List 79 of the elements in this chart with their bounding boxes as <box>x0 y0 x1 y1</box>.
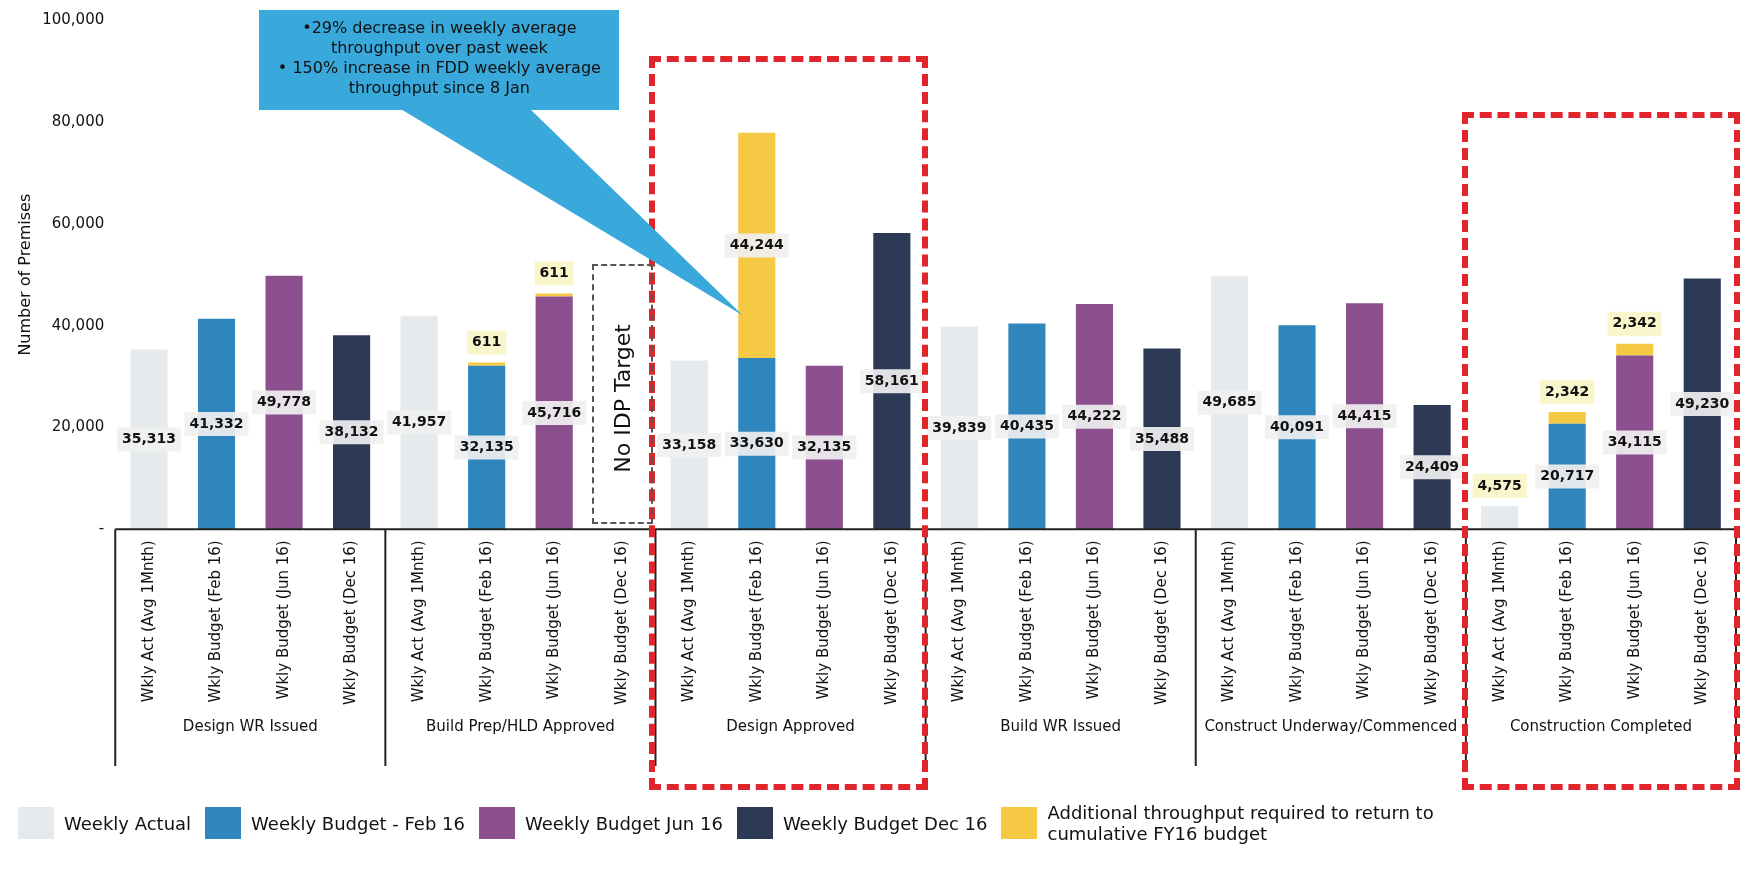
x-tick-label: Wkly Budget (Jun 16) <box>273 540 292 700</box>
y-tick-label: 80,000 <box>51 111 105 130</box>
y-tick-label: 40,000 <box>51 315 105 334</box>
x-tick-label: Wkly Act (Avg 1Mnth) <box>1219 540 1238 703</box>
x-tick-label: Wkly Act (Avg 1Mnth) <box>679 540 698 703</box>
data-label: 2,342 <box>1545 382 1590 399</box>
x-tick-label: Wkly Budget (Jun 16) <box>544 540 563 700</box>
data-label: 40,091 <box>1270 417 1325 434</box>
x-tick-label: Wkly Budget (Jun 16) <box>1624 540 1643 700</box>
dashed-outline: No IDP Target <box>591 264 654 525</box>
data-label: 35,313 <box>121 430 177 447</box>
y-tick-label: 20,000 <box>51 417 105 436</box>
y-tick-label: 100,000 <box>42 9 105 28</box>
data-label: 611 <box>472 333 502 350</box>
bar <box>1548 411 1586 424</box>
bar <box>535 293 573 297</box>
y-axis-title: Number of Premises <box>14 193 34 356</box>
y-tick-label: - <box>98 519 105 538</box>
data-label: 45,716 <box>527 403 582 420</box>
data-label: 40,435 <box>999 417 1054 434</box>
text: Design WR Issued <box>182 717 318 736</box>
data-label: 20,717 <box>1540 467 1595 484</box>
x-tick-label: Wkly Budget (Dec 16) <box>1422 540 1440 706</box>
x-tick-label: Wkly Budget (Jun 16) <box>814 540 833 700</box>
text: Construct Underway/Commenced <box>1204 717 1458 736</box>
data-label: 41,957 <box>392 413 447 430</box>
data-label: 2,342 <box>1612 314 1657 331</box>
x-tick-label: Wkly Budget (Feb 16) <box>206 540 225 703</box>
data-label: 49,230 <box>1675 394 1730 411</box>
x-tick-label: Wkly Act (Avg 1Mnth) <box>138 540 157 703</box>
data-label: 39,839 <box>932 418 987 435</box>
data-label: 33,158 <box>662 435 717 452</box>
data-label: 32,135 <box>797 438 852 455</box>
legend-label: Weekly Budget Jun 16 <box>524 812 723 834</box>
data-label: 33,630 <box>729 434 785 451</box>
data-label: 32,135 <box>459 438 514 455</box>
bar <box>468 362 506 366</box>
data-label: 44,222 <box>1067 407 1122 424</box>
x-tick-label: Wkly Act (Avg 1Mnth) <box>949 540 968 703</box>
x-tick-label: Wkly Budget (Dec 16) <box>341 540 360 706</box>
data-label: 34,115 <box>1607 433 1662 450</box>
text: Design Approved <box>726 717 855 736</box>
legend-label: Weekly Budget Dec 16 <box>782 812 988 834</box>
x-tick-label: Wkly Budget (Dec 16) <box>1692 540 1711 706</box>
data-label: 611 <box>539 264 569 281</box>
legend-label: Weekly Actual <box>64 812 192 834</box>
x-tick-label: Wkly Budget (Jun 16) <box>1354 540 1373 700</box>
x-tick-label: Wkly Budget (Feb 16) <box>476 540 495 703</box>
x-tick-label: Wkly Budget (Feb 16) <box>1557 540 1576 703</box>
data-label: 41,332 <box>189 414 244 431</box>
data-label: 44,415 <box>1337 406 1392 423</box>
data-label: 44,244 <box>729 236 785 253</box>
x-tick-label: Wkly Act (Avg 1Mnth) <box>409 540 428 703</box>
bar <box>1616 343 1654 356</box>
data-label: 49,778 <box>257 393 312 410</box>
text: Construction Completed <box>1509 717 1692 736</box>
text: Build Prep/HLD Approved <box>426 717 615 736</box>
data-label: 38,132 <box>324 422 379 439</box>
annotation: •29% decrease in weekly average throughput over past week <box>301 18 578 58</box>
x-tick-label: Wkly Budget (Feb 16) <box>1016 540 1035 703</box>
x-tick-label: Wkly Budget (Dec 16) <box>881 540 900 706</box>
y-tick-label: 60,000 <box>51 213 105 232</box>
annotation: No IDP Target <box>610 323 636 473</box>
legend-label: Weekly Budget - Feb 16 <box>251 812 465 834</box>
data-label: 24,409 <box>1405 457 1460 474</box>
legend-label: Additional throughput required to return to cumulative FY16 budget <box>1047 802 1435 844</box>
x-tick-label: Wkly Budget (Jun 16) <box>1084 540 1103 700</box>
x-tick-label: Wkly Act (Avg 1Mnth) <box>1489 540 1508 703</box>
data-label: 58,161 <box>864 371 919 388</box>
annotation: • 150% increase in FDD weekly average throughput since 8 Jan <box>276 58 602 98</box>
text: Build WR Issued <box>1000 717 1122 736</box>
x-tick-label: Wkly Budget (Feb 16) <box>1286 540 1305 703</box>
data-label: 4,575 <box>1477 476 1522 493</box>
data-label: 49,685 <box>1202 393 1257 410</box>
bar <box>1481 506 1519 530</box>
x-tick-label: Wkly Budget (Dec 16) <box>611 540 630 706</box>
x-tick-label: Wkly Budget (Dec 16) <box>1151 540 1170 706</box>
data-label: 35,488 <box>1134 429 1189 446</box>
x-tick-label: Wkly Budget (Feb 16) <box>746 540 765 703</box>
